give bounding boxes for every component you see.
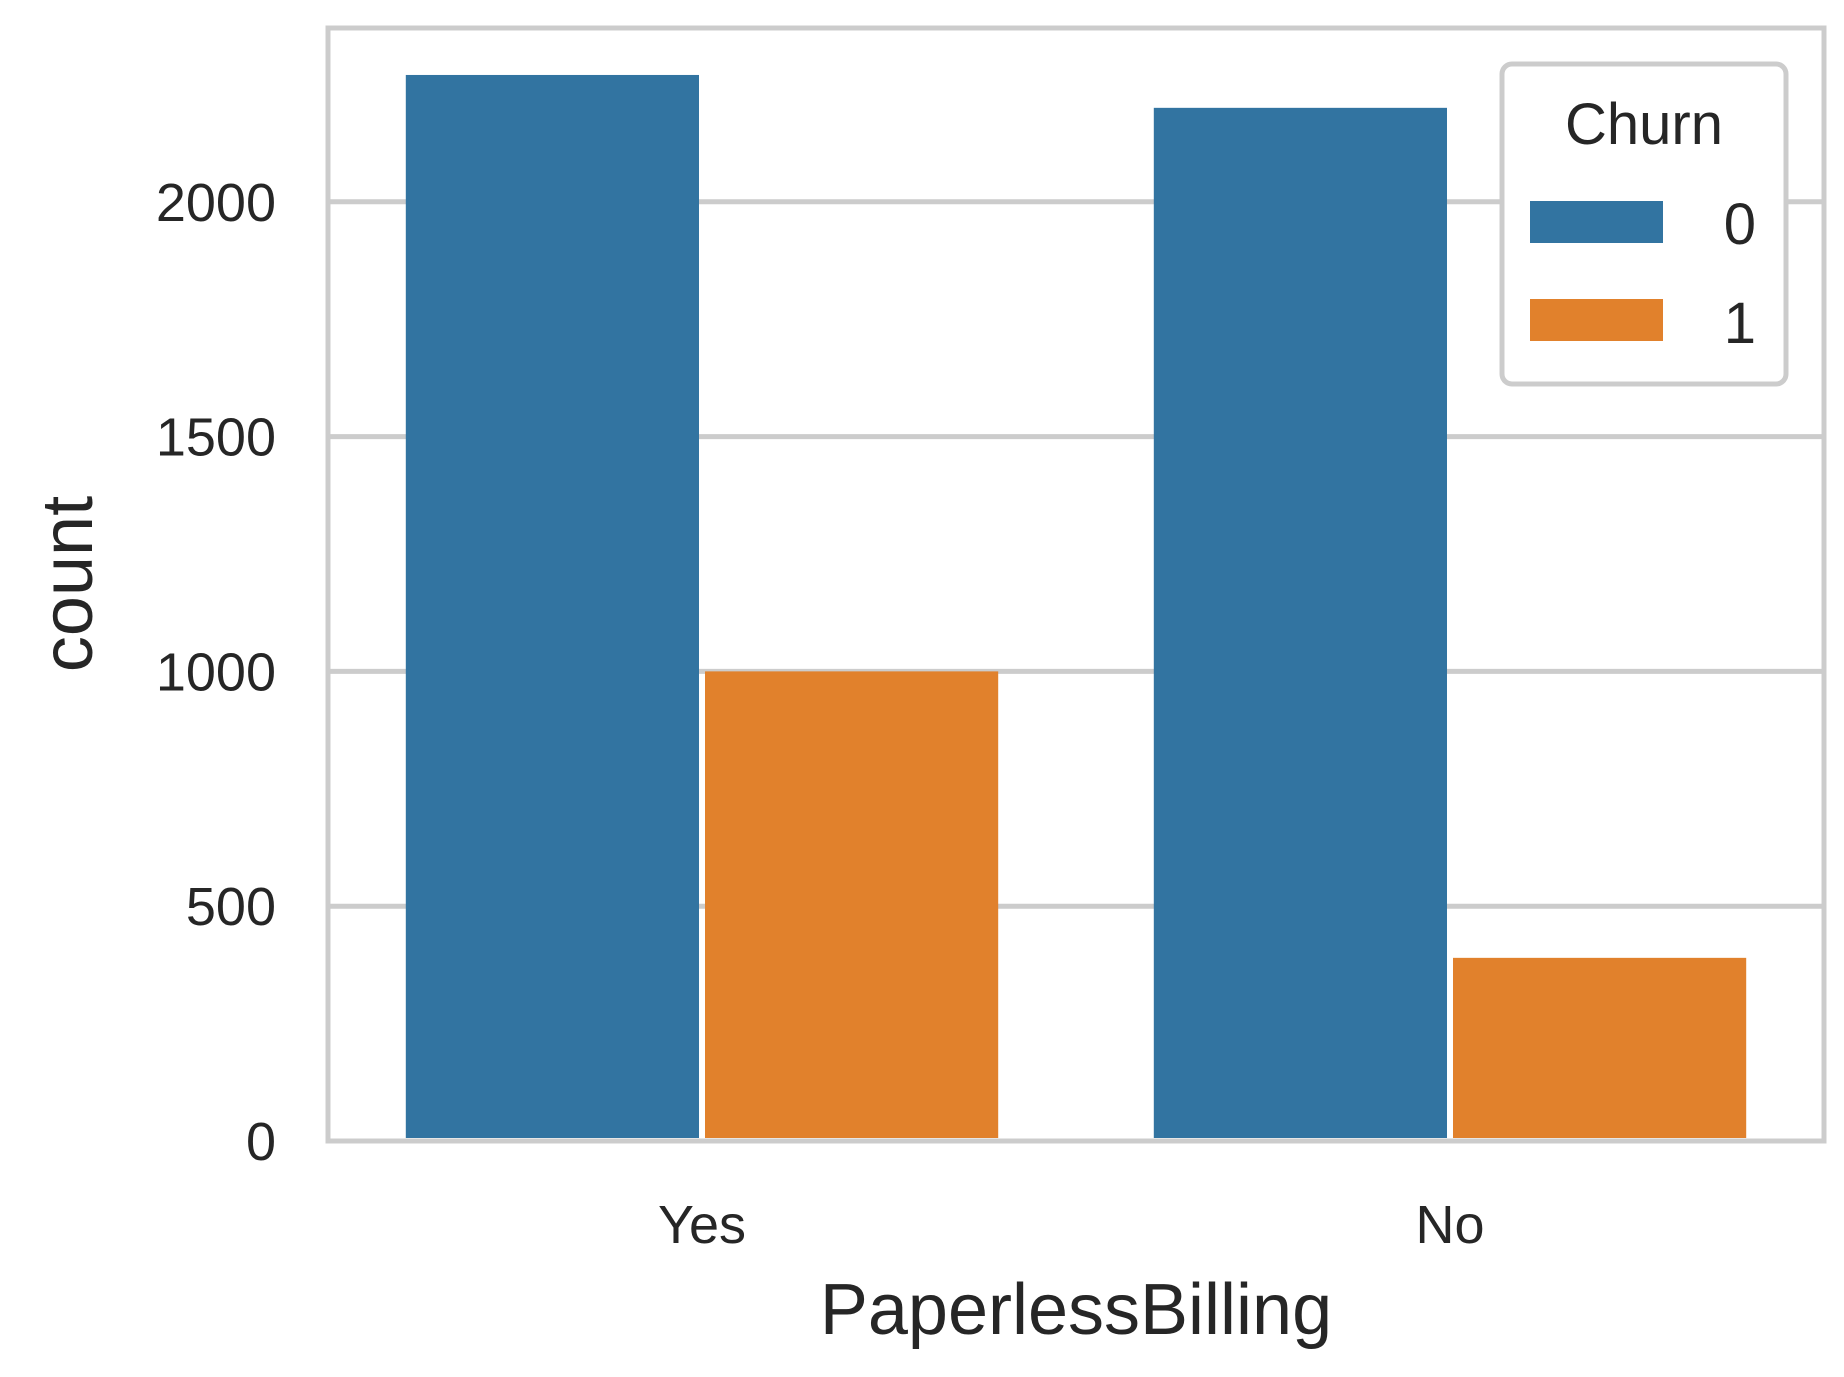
y-tick-labels: 0 500 1000 1500 2000 (156, 173, 276, 1172)
legend-title: Churn (1565, 92, 1723, 157)
y-tick-label-0: 0 (246, 1112, 276, 1172)
legend-label-churn-0: 0 (1724, 192, 1756, 257)
bar-yes-churn-0 (405, 74, 699, 1138)
legend: Churn 0 1 (1499, 61, 1789, 387)
legend-swatch-churn-0 (1530, 201, 1663, 243)
x-axis-title: PaperlessBilling (820, 1270, 1332, 1350)
y-tick-label-1000: 1000 (156, 642, 276, 702)
y-tick-label-2000: 2000 (156, 173, 276, 233)
bar-yes-churn-1 (705, 671, 999, 1138)
plot-frame (325, 25, 1827, 1144)
y-tick-label-1500: 1500 (156, 408, 276, 468)
bar-no-churn-1 (1453, 957, 1747, 1138)
legend-label-churn-1: 1 (1724, 291, 1756, 356)
x-tick-label-no: No (1415, 1195, 1484, 1255)
y-axis-title: count (28, 496, 108, 672)
legend-swatch-churn-1 (1530, 299, 1663, 341)
x-tick-label-yes: Yes (658, 1195, 746, 1255)
bars (405, 74, 1747, 1138)
x-tick-labels: Yes No (658, 1195, 1485, 1255)
y-tick-label-500: 500 (186, 877, 276, 937)
bar-no-churn-0 (1153, 107, 1447, 1138)
